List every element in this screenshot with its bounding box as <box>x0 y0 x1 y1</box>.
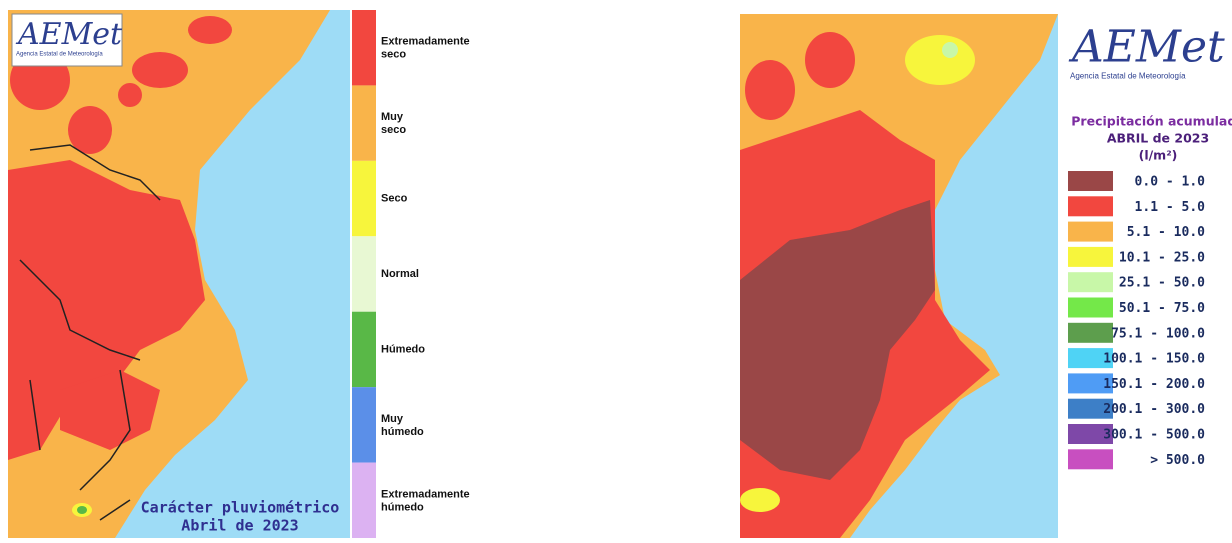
legend-label: Húmedo <box>381 343 425 355</box>
legend-label: 75.1 - 100.0 <box>1111 326 1205 341</box>
legend-label: > 500.0 <box>1150 453 1205 468</box>
legend-swatch <box>1068 221 1113 242</box>
legend-swatch <box>1068 424 1113 444</box>
logo: AEMet <box>15 17 123 52</box>
legend-label: Muy seco <box>381 111 406 136</box>
legend-label: 5.1 - 10.0 <box>1127 225 1205 240</box>
legend-label: 300.1 - 500.0 <box>1103 428 1205 443</box>
legend-label: 10.1 - 25.0 <box>1119 250 1205 265</box>
legend-label: 25.1 - 50.0 <box>1119 276 1205 291</box>
map-title: Carácter pluviométrico <box>141 499 340 517</box>
legend-swatch <box>352 160 376 237</box>
legend-swatch <box>1068 297 1113 318</box>
legend-title: ABRIL de 2023 <box>1107 131 1209 146</box>
legend-title: (l/m²) <box>1139 148 1178 163</box>
left-map <box>8 10 350 538</box>
legend-swatch <box>1068 246 1113 267</box>
legend-label: 150.1 - 200.0 <box>1103 377 1205 392</box>
legend-swatch <box>1068 322 1113 343</box>
legend-label: 50.1 - 75.0 <box>1119 301 1205 316</box>
legend-label: Normal <box>381 268 419 280</box>
legend-swatch <box>1068 171 1113 191</box>
logo-subtitle: Agencia Estatal de Meteorología <box>1070 72 1186 81</box>
legend-swatch <box>1068 449 1113 470</box>
legend-label: Seco <box>381 192 408 204</box>
legend-swatch <box>1068 373 1113 394</box>
legend-swatch <box>352 85 376 161</box>
legend-label: 100.1 - 150.0 <box>1103 352 1205 367</box>
legend-swatch <box>1068 348 1113 369</box>
legend-swatch <box>1068 196 1113 217</box>
legend-label: Extremadamente húmedo <box>381 488 470 513</box>
legend-swatch <box>352 462 376 538</box>
legend-label: Muy húmedo <box>381 413 424 438</box>
logo-subtitle: Agencia Estatal de Meteorología <box>16 52 103 58</box>
legend-swatch <box>1068 398 1113 419</box>
legend-swatch <box>352 311 376 388</box>
legend-swatch <box>1068 272 1113 293</box>
legend-swatch <box>352 10 376 86</box>
legend-title: Precipitación acumulada <box>1071 114 1232 129</box>
legend-label: 200.1 - 300.0 <box>1103 402 1205 417</box>
legend-label: 0.0 - 1.0 <box>1135 175 1206 190</box>
legend-label: 1.1 - 5.0 <box>1135 200 1206 215</box>
legend-label: Extremadamente seco <box>381 36 470 61</box>
legend-swatch <box>352 236 376 312</box>
logo: AEMet <box>1068 22 1225 73</box>
legend-swatch <box>352 387 376 463</box>
map-title: Abril de 2023 <box>181 517 298 535</box>
